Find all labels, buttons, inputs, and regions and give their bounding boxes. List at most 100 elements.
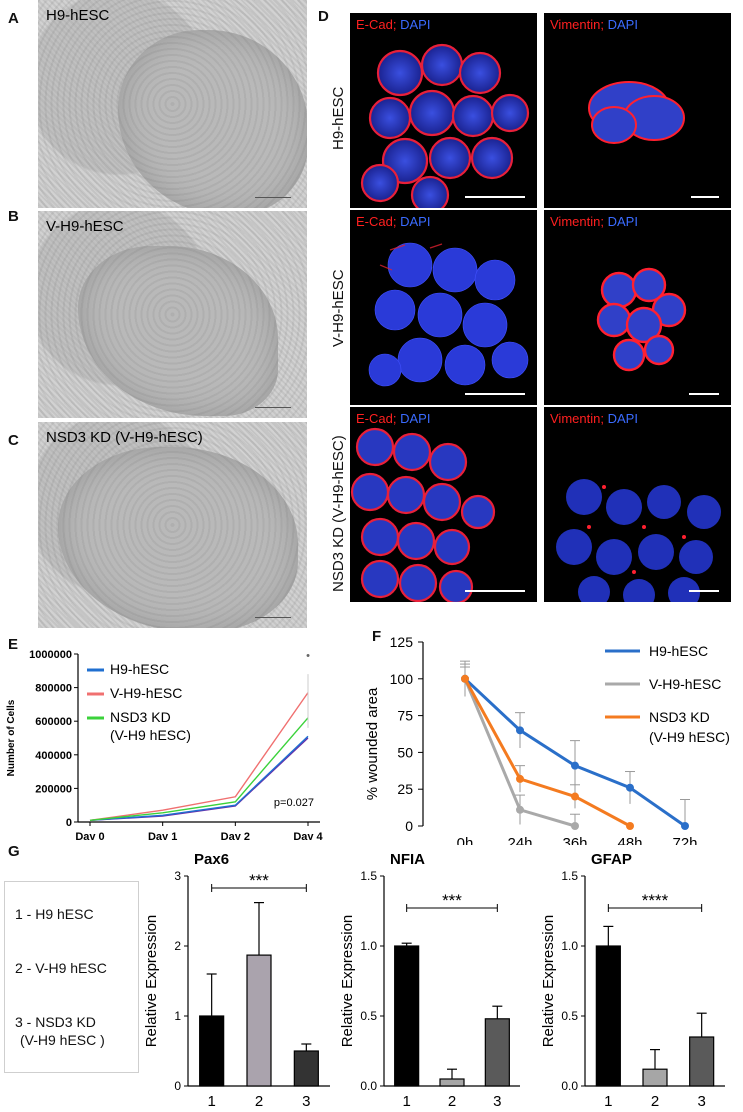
- y-tick-label: 3: [174, 869, 181, 883]
- chart-title: Pax6: [194, 851, 229, 868]
- vimentin-cells: [588, 81, 685, 144]
- data-point: [571, 792, 579, 801]
- x-tick-label: 24h: [507, 835, 532, 845]
- x-tick-label: 0h: [457, 835, 474, 845]
- vimentin-cells: [556, 479, 721, 602]
- stain-red: E-Cad;: [356, 411, 397, 426]
- row-label-v-h9-hesc: V-H9-hESC: [330, 269, 347, 347]
- x-tick-label: 36h: [562, 835, 587, 845]
- x-tick-label: Day 2: [221, 831, 250, 840]
- y-tick-label: 1.5: [561, 869, 578, 883]
- scale-bar: [465, 590, 525, 592]
- fluor-v-h9-vimentin: Vimentin; DAPI: [544, 210, 731, 405]
- series-line-1: [89, 735, 309, 822]
- cell-colony: [118, 30, 307, 208]
- image-texture: [38, 0, 307, 208]
- x-tick-label: 48h: [617, 835, 642, 845]
- bar-3: [293, 1050, 319, 1087]
- y-tick-label: 0.0: [360, 1079, 377, 1093]
- data-point: [626, 822, 634, 830]
- y-tick-label: 75: [397, 708, 413, 724]
- y-axis-title: Relative Expression: [143, 915, 160, 1048]
- stain-red: E-Cad;: [356, 17, 397, 32]
- x-tick-label: Day 1: [148, 831, 177, 840]
- y-axis-title: % wounded area: [364, 687, 381, 800]
- x-tick-label: 1: [402, 1093, 410, 1110]
- y-tick-label: 1.0: [561, 939, 578, 953]
- data-point: [516, 726, 524, 735]
- chart-wound-healing: 0 25 50 75 100 125 0h 24h 36h 48h 72h % wounded are…: [364, 634, 730, 845]
- group-legend: 1 - H9 hESC 2 - V-H9 hESC 3 - NSD3 KD (V…: [4, 881, 139, 1073]
- chart-nfia: NFIA 0.0 0.5 1.0 1.5 Relative Expression 1 2 3 **…: [340, 851, 520, 1110]
- scale-bar: [465, 393, 525, 395]
- legend-label-2: V-H9-hESC: [110, 685, 182, 701]
- micrograph-label: H9-hESC: [46, 7, 110, 24]
- fluor-nsd3-vimentin: Vimentin; DAPI: [544, 407, 731, 602]
- data-point: [516, 805, 524, 814]
- y-tick-label: 0: [174, 1079, 181, 1093]
- p-value-annotation: p=0.027: [274, 797, 314, 809]
- row-label-h9-hesc: H9-hESC: [330, 86, 347, 150]
- stain-red: Vimentin;: [550, 17, 604, 32]
- chart-title: NFIA: [390, 851, 425, 868]
- stain-blue: DAPI: [607, 17, 638, 32]
- outlier-marker: •: [306, 650, 310, 662]
- chart-gfap: GFAP 0.0 0.5 1.0 1.5 Relative Expression 1 2 3 **…: [540, 851, 725, 1110]
- y-tick-label: 400000: [35, 750, 72, 762]
- x-tick-label: 1: [604, 1093, 612, 1110]
- scale-bar: [255, 197, 291, 198]
- x-tick-label: 2: [448, 1093, 456, 1110]
- micrograph-h9-hesc: H9-hESC: [38, 0, 307, 208]
- significance-stars: ***: [249, 871, 269, 890]
- scale-bar: [691, 196, 719, 198]
- scale-bar: [255, 407, 291, 408]
- bar-2: [246, 954, 272, 1087]
- stain-blue: DAPI: [400, 411, 431, 426]
- ecad-cells: [360, 43, 530, 208]
- y-tick-label: 2: [174, 939, 181, 953]
- y-tick-label: 0.0: [561, 1079, 578, 1093]
- image-texture: [38, 422, 307, 628]
- legend-label-cont: (V-H9 hESC): [110, 727, 191, 743]
- series-line-2: [89, 692, 309, 822]
- panel-letter-c: C: [8, 432, 19, 449]
- series-line-3: [463, 678, 631, 828]
- fluor-h9-vimentin: Vimentin; DAPI: [544, 13, 731, 208]
- panel-letter-f: F: [372, 628, 382, 645]
- scale-bar: [689, 590, 719, 592]
- y-axis-title: Number of Cells: [6, 699, 17, 776]
- chart-cell-growth: 0 200000 400000 600000 800000 1000000 Day 0 Day…: [6, 649, 324, 840]
- fluor-h9-ecad: E-Cad; DAPI: [350, 13, 537, 208]
- fluor-v-h9-ecad: E-Cad; DAPI: [350, 210, 537, 405]
- stain-blue: DAPI: [400, 214, 431, 229]
- bar-3: [484, 1018, 510, 1087]
- y-tick-label: 50: [397, 744, 413, 760]
- y-tick-label: 0.5: [360, 1009, 377, 1023]
- legend-item-3: 3 - NSD3 KD: [15, 1014, 96, 1030]
- x-tick-label: 2: [651, 1093, 659, 1110]
- stain-label: Vimentin; DAPI: [550, 17, 638, 32]
- y-tick-label: 600000: [35, 716, 72, 728]
- legend-label-3: NSD3 KD: [110, 709, 171, 725]
- data-point: [516, 774, 524, 783]
- bar-1: [394, 945, 420, 1087]
- x-tick-label: 72h: [672, 835, 697, 845]
- bar-2: [642, 1068, 668, 1087]
- bar-1: [595, 945, 621, 1087]
- significance-stars: ***: [442, 891, 462, 910]
- data-point: [681, 822, 689, 830]
- ecad-cells: [350, 427, 496, 602]
- stain-label: E-Cad; DAPI: [356, 17, 430, 32]
- legend-item-1: 1 - H9 hESC: [15, 906, 94, 922]
- x-tick-label: 3: [493, 1093, 501, 1110]
- micrograph-nsd3-kd: NSD3 KD (V-H9-hESC): [38, 422, 307, 628]
- legend-label-1: H9-hESC: [649, 643, 708, 659]
- y-tick-label: 25: [397, 781, 413, 797]
- stain-label: E-Cad; DAPI: [356, 411, 430, 426]
- y-axis-title: Relative Expression: [540, 915, 557, 1048]
- legend-label-2: V-H9-hESC: [649, 676, 721, 692]
- legend-label-cont: (V-H9 hESC): [649, 729, 730, 745]
- chart-title: GFAP: [591, 851, 632, 868]
- legend-item-2: 2 - V-H9 hESC: [15, 960, 107, 976]
- ecad-cells: [368, 242, 529, 387]
